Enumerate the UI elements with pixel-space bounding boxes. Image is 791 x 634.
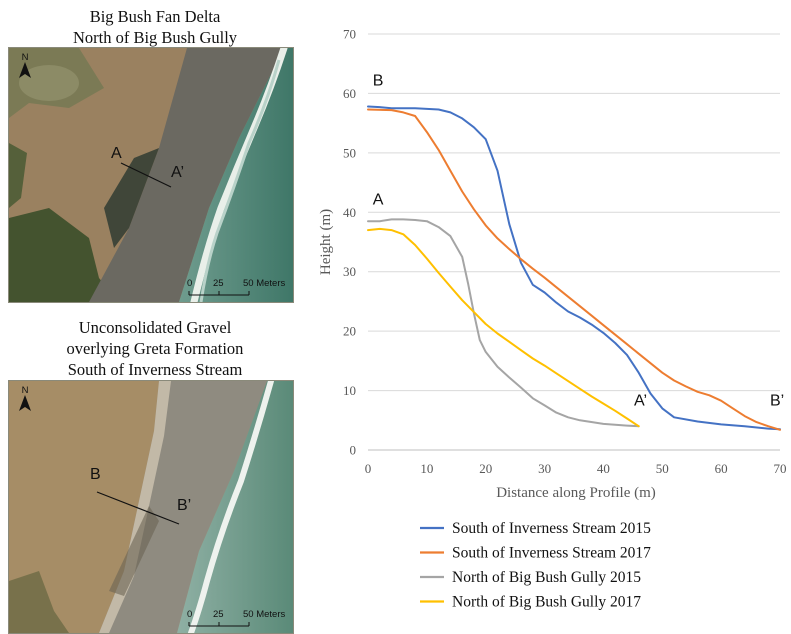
- series-line-3: [367, 218, 640, 428]
- x-axis-ticks: 0 10 20 30 40 50 60 70: [365, 461, 787, 476]
- x-tick-label: 60: [715, 461, 728, 476]
- scale-label-0: 0: [187, 278, 192, 289]
- profile-line-a: [120, 162, 172, 188]
- x-tick-label: 30: [538, 461, 551, 476]
- profile-start-label: B: [90, 466, 101, 483]
- y-axis-title: Height (m): [318, 209, 334, 275]
- chart-gridlines: [368, 33, 780, 451]
- profile-point-label: B: [373, 73, 384, 90]
- north-label: N: [22, 52, 29, 63]
- y-tick-label: 20: [343, 324, 356, 339]
- profile-end-label: B’: [177, 497, 191, 514]
- x-tick-label: 70: [774, 461, 787, 476]
- scale-bar: 0 25 50 Meters: [187, 278, 285, 296]
- y-tick-label: 60: [343, 86, 356, 101]
- map-bottom-title-line2: overlying Greta Formation: [66, 339, 244, 358]
- y-tick-label: 40: [343, 205, 356, 220]
- series-line-4: [367, 227, 640, 428]
- map-bottom-aerial-photo: N B B’ 0 25 50 Meters: [8, 380, 294, 634]
- y-tick-label: 0: [350, 443, 357, 458]
- map-bottom-title-line1: Unconsolidated Gravel: [78, 318, 232, 337]
- map-bottom-title: Unconsolidated Gravel overlying Greta Fo…: [0, 317, 310, 380]
- map-top-aerial-photo: N A A’ 0 25 50 Meters: [8, 47, 294, 303]
- map-top-title: Big Bush Fan Delta North of Big Bush Gul…: [0, 6, 310, 48]
- x-tick-label: 10: [420, 461, 433, 476]
- scale-label-50: 50 Meters: [243, 609, 285, 620]
- scale-label-25: 25: [213, 278, 224, 289]
- profile-line-b: [96, 491, 180, 525]
- scale-label-50: 50 Meters: [243, 278, 285, 289]
- profile-point-label: A: [373, 192, 384, 209]
- chart-annotations: B A A’ B’: [373, 73, 785, 410]
- profile-point-label: A’: [634, 392, 647, 409]
- north-label: N: [22, 385, 29, 396]
- chart-series: [367, 105, 781, 431]
- series-line-2: [367, 108, 781, 431]
- profile-chart: 0 10 20 30 40 50 60 70 0 10 20 30 40 50 60 70 B A A’ B’ D…: [318, 27, 787, 611]
- x-tick-label: 20: [479, 461, 492, 476]
- y-tick-label: 10: [343, 383, 356, 398]
- x-tick-label: 0: [365, 461, 372, 476]
- x-tick-label: 40: [597, 461, 610, 476]
- legend-label: South of Inverness Stream 2017: [452, 545, 651, 562]
- profile-end-label: A’: [171, 164, 184, 181]
- scale-label-0: 0: [187, 609, 192, 620]
- y-tick-label: 70: [343, 27, 356, 42]
- chart-legend: South of Inverness Stream 2015 South of I…: [420, 520, 651, 611]
- y-tick-label: 30: [343, 264, 356, 279]
- y-axis-ticks: 0 10 20 30 40 50 60 70: [343, 27, 356, 458]
- scale-bar: 0 25 50 Meters: [187, 609, 285, 627]
- legend-label: South of Inverness Stream 2015: [452, 520, 651, 537]
- profile-start-label: A: [111, 145, 122, 162]
- legend-label: North of Big Bush Gully 2015: [452, 569, 641, 586]
- profile-point-label: B’: [770, 392, 784, 409]
- legend-label: North of Big Bush Gully 2017: [452, 594, 641, 611]
- map-bottom-title-line3: South of Inverness Stream: [67, 360, 243, 379]
- map-top-title-line1: Big Bush Fan Delta: [89, 7, 221, 26]
- x-axis-title: Distance along Profile (m): [496, 485, 656, 501]
- y-tick-label: 50: [343, 145, 356, 160]
- scale-label-25: 25: [213, 609, 224, 620]
- x-tick-label: 50: [656, 461, 669, 476]
- series-line-1: [367, 105, 781, 431]
- north-arrow-icon: N: [19, 52, 31, 78]
- north-arrow-icon: N: [19, 385, 31, 411]
- map-top-title-line2: North of Big Bush Gully: [72, 28, 238, 47]
